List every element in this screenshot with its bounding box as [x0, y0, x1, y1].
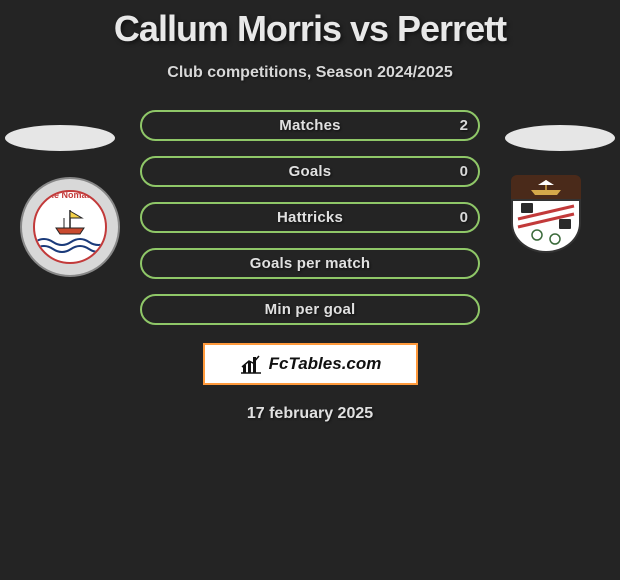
- date-text: 17 february 2025: [0, 405, 620, 423]
- stat-label: Goals per match: [250, 255, 371, 272]
- platform-left: [5, 125, 115, 151]
- ship-icon: [50, 206, 90, 236]
- crest-ship-icon: [521, 178, 571, 196]
- brand-box: FcTables.com: [203, 343, 418, 385]
- stat-row: Goals 0: [140, 156, 480, 187]
- stats-list: Matches 2 Goals 0 Hattricks 0 Goals per …: [140, 110, 480, 325]
- stat-label: Hattricks: [277, 209, 343, 226]
- brand-text: FcTables.com: [269, 354, 382, 374]
- platform-right: [505, 125, 615, 151]
- badge-left-text: The Nomads: [43, 190, 97, 200]
- club-badge-left: The Nomads: [20, 177, 120, 277]
- crest-shield-icon: [513, 201, 579, 251]
- club-badge-right: [500, 175, 600, 275]
- stat-value-right: 2: [460, 117, 468, 134]
- page-title: Callum Morris vs Perrett: [0, 0, 620, 50]
- subtitle: Club competitions, Season 2024/2025: [0, 64, 620, 82]
- waves-icon: [35, 236, 107, 256]
- stat-row: Min per goal: [140, 294, 480, 325]
- stat-value-right: 0: [460, 163, 468, 180]
- stat-row: Hattricks 0: [140, 202, 480, 233]
- stat-row: Goals per match: [140, 248, 480, 279]
- stat-row: Matches 2: [140, 110, 480, 141]
- chart-icon: [239, 353, 263, 375]
- stat-value-right: 0: [460, 209, 468, 226]
- stat-label: Min per goal: [265, 301, 356, 318]
- stat-label: Matches: [279, 117, 340, 134]
- stat-label: Goals: [289, 163, 332, 180]
